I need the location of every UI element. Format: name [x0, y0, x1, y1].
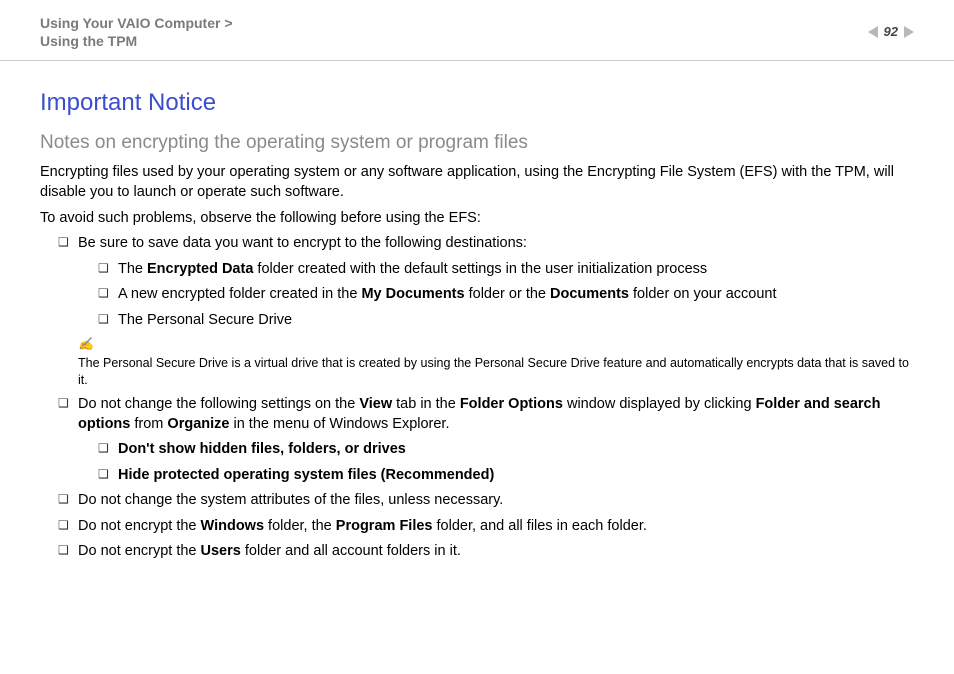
breadcrumb: Using Your VAIO Computer > Using the TPM [40, 14, 233, 50]
t: View [359, 396, 392, 412]
list-item: The Encrypted Data folder created with t… [98, 260, 914, 280]
t: Organize [167, 416, 229, 432]
breadcrumb-line2: Using the TPM [40, 32, 233, 50]
t: folder, and all files in each folder. [432, 518, 646, 534]
t: The Personal Secure Drive [118, 312, 292, 328]
page-subtitle: Notes on encrypting the operating system… [40, 130, 914, 156]
t: folder, the [264, 518, 336, 534]
list-item: Don't show hidden files, folders, or dri… [98, 440, 914, 460]
t: Do not encrypt the [78, 543, 201, 559]
list-item: The Personal Secure Drive [98, 311, 914, 331]
next-page-icon[interactable] [904, 26, 914, 38]
prev-page-icon[interactable] [868, 26, 878, 38]
page-content: Important Notice Notes on encrypting the… [0, 61, 954, 562]
t: A new encrypted folder created in the [118, 286, 361, 302]
page-navigation: 92 [868, 24, 914, 39]
t: Folder Options [460, 396, 563, 412]
t: Hide protected operating system files (R… [118, 467, 494, 483]
note-text: The Personal Secure Drive is a virtual d… [78, 356, 909, 387]
list-item: Do not encrypt the Windows folder, the P… [58, 517, 914, 537]
page-number: 92 [884, 24, 898, 39]
list-item: Do not change the following settings on … [58, 395, 914, 485]
t: folder or the [465, 286, 550, 302]
t: folder and all account folders in it. [241, 543, 461, 559]
intro-paragraph-2: To avoid such problems, observe the foll… [40, 209, 914, 229]
t: Encrypted Data [147, 261, 253, 277]
t: tab in the [392, 396, 460, 412]
t: Do not change the following settings on … [78, 396, 359, 412]
page-title: Important Notice [40, 87, 914, 119]
t: folder created with the default settings… [253, 261, 707, 277]
t: Don't show hidden files, folders, or dri… [118, 441, 406, 457]
list-item: Do not change the system attributes of t… [58, 491, 914, 511]
t: Do not change the system attributes of t… [78, 492, 503, 508]
t: Program Files [336, 518, 433, 534]
t: in the menu of Windows Explorer. [229, 416, 449, 432]
pencil-note-icon: ✍ [78, 336, 914, 353]
list-item: A new encrypted folder created in the My… [98, 285, 914, 305]
t: Windows [201, 518, 265, 534]
t: window displayed by clicking [563, 396, 756, 412]
t: The [118, 261, 147, 277]
t: Users [201, 543, 241, 559]
list-text: Be sure to save data you want to encrypt… [78, 235, 527, 251]
t: Documents [550, 286, 629, 302]
list-item: Be sure to save data you want to encrypt… [58, 234, 914, 330]
intro-paragraph-1: Encrypting files used by your operating … [40, 163, 914, 202]
t: My Documents [361, 286, 464, 302]
sub-list: Don't show hidden files, folders, or dri… [78, 440, 914, 485]
note-block: ✍ The Personal Secure Drive is a virtual… [78, 336, 914, 389]
t: Do not encrypt the [78, 518, 201, 534]
t: folder on your account [629, 286, 777, 302]
bullet-list: Do not change the following settings on … [40, 395, 914, 562]
list-item: Do not encrypt the Users folder and all … [58, 542, 914, 562]
bullet-list: Be sure to save data you want to encrypt… [40, 234, 914, 330]
list-item: Hide protected operating system files (R… [98, 466, 914, 486]
page-header: Using Your VAIO Computer > Using the TPM… [0, 0, 954, 61]
breadcrumb-line1: Using Your VAIO Computer > [40, 14, 233, 32]
t: from [130, 416, 167, 432]
sub-list: The Encrypted Data folder created with t… [78, 260, 914, 331]
